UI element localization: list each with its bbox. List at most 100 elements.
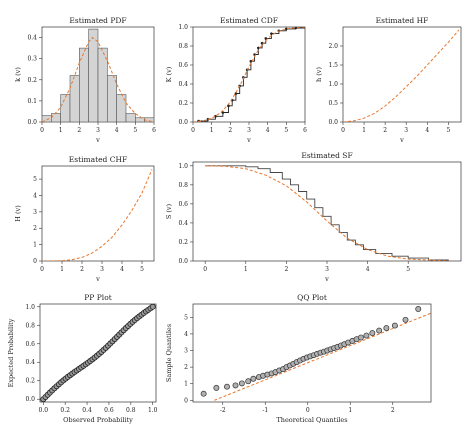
qq-ytick-label: 1	[184, 381, 188, 388]
hf-ytick-label: 0.0	[328, 119, 338, 126]
pdf-ylabel: k (v)	[14, 67, 22, 82]
qq-point	[363, 332, 370, 339]
pdf-panel: Estimated PDF 0 1 2 3 4 5 6 0.0 0.1 0.2 0.3 0.4 v k (v…	[14, 16, 156, 144]
sf-ytick-label: 0.0	[178, 258, 188, 265]
pp-plot-area	[40, 304, 156, 402]
qq-point	[200, 390, 207, 397]
chf-xtick-label: 1	[60, 266, 64, 273]
pdf-xtick-label: 6	[152, 127, 156, 134]
pp-ytick-label: 1.0	[25, 304, 35, 311]
cdf-panel: Estimated CDF 0 1 2 3 4 5 6 0.0 0.2 0.4 0.6 0.8 1.0 v K…	[165, 16, 307, 144]
chf-title: Estimated CHF	[69, 155, 127, 164]
qq-point	[250, 375, 257, 382]
pp-ytick-label: 0.4	[25, 359, 35, 366]
cdf-ytick-label: 0.0	[178, 119, 188, 126]
pdf-histogram-bar	[69, 75, 80, 122]
chf-xtick-label: 3	[100, 266, 104, 273]
qq-xtick-label: -1	[262, 407, 268, 414]
qq-point	[415, 306, 422, 312]
hf-xlabel: v	[399, 136, 404, 144]
pp-xlabel: Observed Probability	[63, 416, 133, 424]
sf-xtick-label: 4	[366, 266, 370, 273]
chf-xtick-label: 4	[120, 266, 124, 273]
cdf-title: Estimated CDF	[220, 16, 278, 25]
sf-xtick-label: 3	[325, 266, 329, 273]
pp-axes-box	[39, 303, 157, 403]
qq-plot-area	[200, 306, 431, 401]
pdf-xlabel: v	[95, 136, 100, 144]
qq-ytick-label: 2	[184, 364, 188, 371]
qq-xtick-label: 1	[348, 407, 352, 414]
hf-ylabel: h (v)	[315, 67, 323, 82]
pdf-histogram-bar	[88, 28, 99, 122]
chf-xlabel: v	[95, 275, 100, 283]
pp-xtick-label: 0.6	[104, 407, 114, 414]
pdf-fitted-curve	[42, 36, 154, 122]
qq-point	[383, 325, 390, 332]
hf-plot-area	[343, 29, 460, 122]
pp-ylabel: Expected Probability	[7, 318, 15, 387]
sf-xtick-label: 2	[284, 266, 288, 273]
pp-ytick-label: 0.8	[25, 322, 35, 329]
pdf-histogram-bar	[60, 94, 71, 122]
hf-fitted-curve	[343, 29, 460, 122]
cdf-xtick-label: 4	[266, 127, 270, 134]
pdf-title: Estimated PDF	[69, 16, 126, 25]
qq-point	[245, 378, 252, 385]
pp-xtick-label: 0.2	[60, 407, 70, 414]
pp-panel: PP Plot 0.0 0.2 0.4 0.6 0.8 1.0 0.0 0.2 0.4 0.6 0.8…	[7, 293, 158, 424]
sf-ylabel: S (v)	[165, 203, 173, 219]
cdf-axes-box	[192, 26, 306, 123]
pp-point	[149, 304, 156, 310]
cdf-xtick-label: 3	[247, 127, 251, 134]
hf-ytick-label: 0.5	[328, 100, 338, 107]
pp-title: PP Plot	[84, 293, 111, 302]
hf-xtick-label: 2	[383, 127, 387, 134]
sf-xtick-label: 1	[244, 266, 248, 273]
hf-ytick-label: 1.0	[328, 81, 338, 88]
pdf-xtick-label: 5	[133, 127, 137, 134]
sf-xlabel: v	[324, 275, 329, 283]
pdf-xtick-label: 1	[59, 127, 63, 134]
pdf-ytick-label: 0.4	[27, 35, 37, 42]
hf-panel: Estimated HF 0 1 2 3 4 5 0.0 0.5 1.0 1.5 2.0 v h (v)	[315, 16, 462, 144]
sf-ytick-label: 0.4	[178, 220, 188, 227]
cdf-fitted-curve	[193, 27, 305, 122]
qq-ytick-label: 0	[184, 397, 188, 404]
cdf-ytick-label: 0.6	[178, 62, 188, 69]
pp-xtick-label: 0.4	[82, 407, 92, 414]
sf-ytick-label: 1.0	[178, 163, 188, 170]
cdf-empirical-point	[249, 59, 253, 63]
hf-ytick-label: 2.0	[328, 43, 338, 50]
cdf-xtick-label: 0	[191, 127, 195, 134]
qq-xtick-label: 0	[306, 407, 310, 414]
qq-xtick-label: 2	[391, 407, 395, 414]
cdf-xtick-label: 6	[303, 127, 307, 134]
pp-ytick-label: 0.6	[25, 341, 35, 348]
cdf-ytick-label: 0.8	[178, 43, 188, 50]
chf-ytick-label: 1	[33, 242, 37, 249]
cdf-empirical-point	[257, 46, 260, 50]
qq-point	[213, 384, 220, 391]
pdf-plot-area	[42, 28, 154, 122]
chf-plot-area	[42, 169, 153, 261]
qq-ytick-label: 5	[184, 314, 188, 321]
sf-ytick-label: 0.2	[178, 239, 188, 246]
chf-ytick-label: 5	[33, 176, 37, 183]
cdf-ylabel: K (v)	[165, 66, 173, 82]
chf-panel: Estimated CHF 0 1 2 3 4 5 0 1 2 3 4 5 v H (v)	[14, 155, 155, 283]
hf-xtick-label: 4	[425, 127, 429, 134]
cdf-empirical-point	[270, 32, 273, 35]
cdf-empirical-point	[285, 27, 288, 31]
pdf-xtick-label: 2	[77, 127, 81, 134]
pdf-histogram-bar	[135, 117, 145, 122]
pdf-histogram-bar	[97, 47, 108, 122]
chf-xtick-label: 5	[140, 266, 144, 273]
pdf-xtick-label: 0	[40, 127, 44, 134]
qq-point	[357, 334, 364, 341]
sf-plot-area	[205, 165, 449, 261]
qq-ylabel: Sample Quantiles	[165, 324, 173, 382]
qq-title: QQ Plot	[297, 293, 327, 302]
pdf-ytick-label: 0.0	[27, 119, 37, 126]
